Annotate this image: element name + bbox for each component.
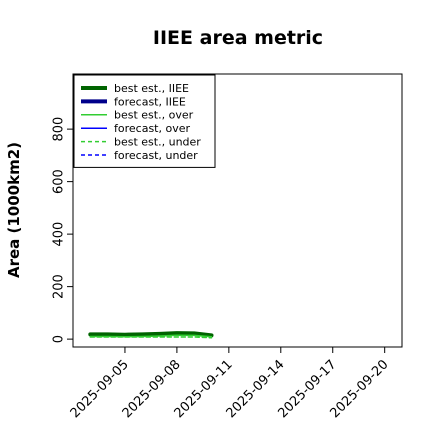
plot-frame xyxy=(72,73,403,348)
legend-label: best est., IIEE xyxy=(114,82,189,95)
chart-title: IIEE area metric xyxy=(153,27,323,49)
legend-label: best est., under xyxy=(114,135,201,148)
series-line xyxy=(89,334,213,338)
legend-label: forecast, IIEE xyxy=(114,95,186,108)
y-axis-label: Area (1000km2) xyxy=(5,142,23,278)
y-tick-label: 800 xyxy=(52,117,67,142)
y-tick-label: 0 xyxy=(52,335,67,343)
legend-label: forecast, over xyxy=(114,122,190,135)
series-line xyxy=(89,336,213,339)
legend-label: best est., over xyxy=(114,109,194,122)
y-tick-label: 400 xyxy=(52,222,67,247)
legend-box xyxy=(73,74,216,168)
y-tick-label: 600 xyxy=(52,169,67,194)
legend-label: forecast, under xyxy=(114,149,198,162)
series-line xyxy=(88,331,214,338)
y-tick-label: 200 xyxy=(52,274,67,299)
plot-layer: 02004006008002025-09-052025-09-082025-09… xyxy=(52,73,403,421)
